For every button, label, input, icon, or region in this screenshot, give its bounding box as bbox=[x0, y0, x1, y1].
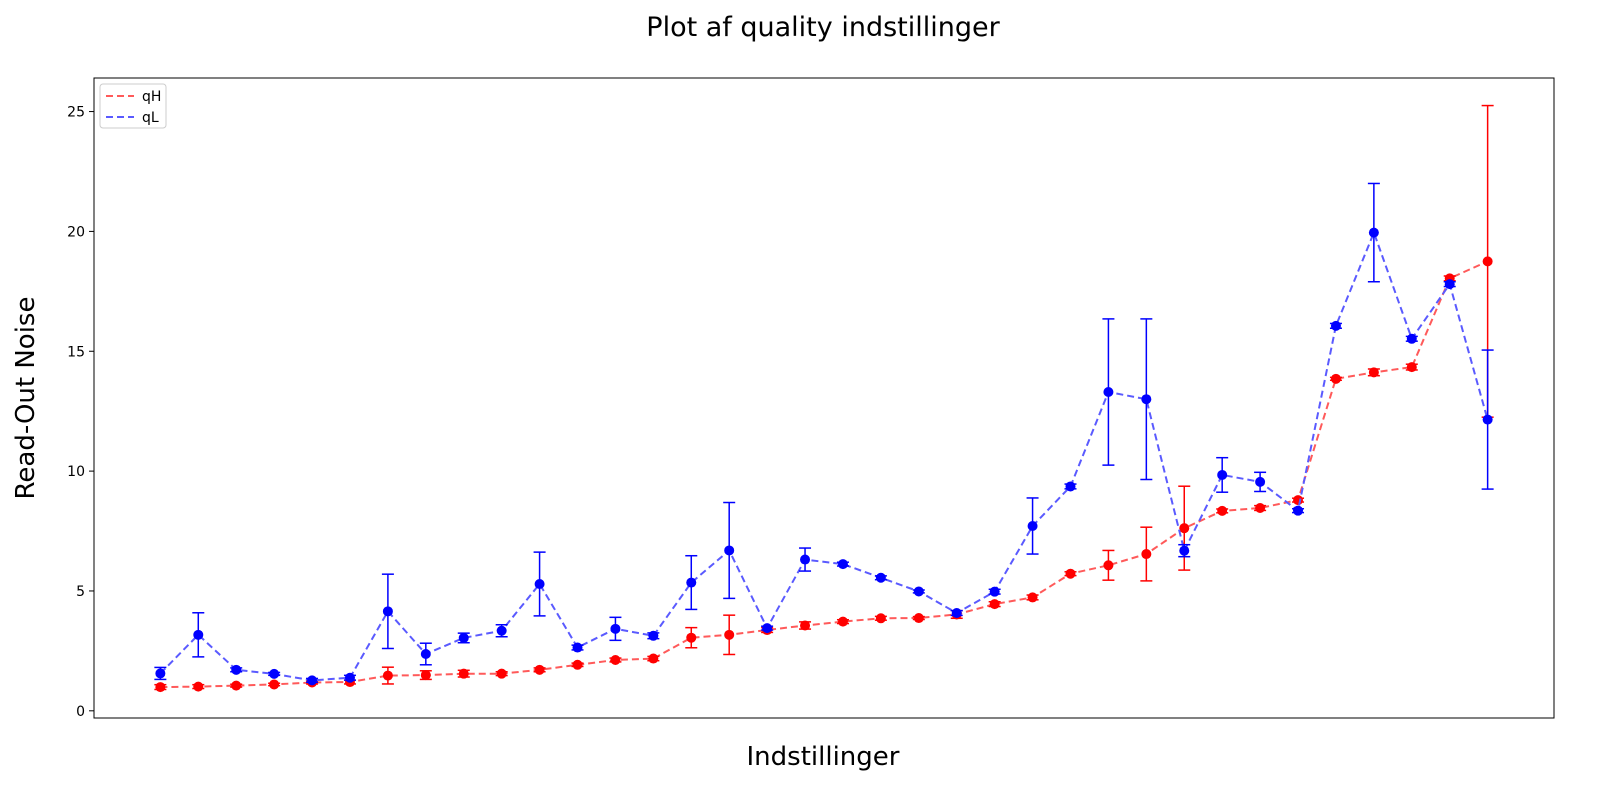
data-point bbox=[1179, 545, 1190, 556]
data-point bbox=[572, 659, 583, 670]
y-axis-label: Read-Out Noise bbox=[11, 297, 41, 500]
data-point bbox=[648, 630, 659, 641]
data-point bbox=[951, 608, 962, 619]
plot-frame bbox=[93, 77, 1555, 719]
data-point bbox=[1065, 568, 1076, 579]
data-point bbox=[458, 632, 469, 643]
data-point bbox=[534, 579, 545, 590]
data-point bbox=[1103, 560, 1114, 571]
data-point bbox=[269, 679, 280, 690]
data-point bbox=[1330, 320, 1341, 331]
data-point bbox=[269, 668, 280, 679]
data-point bbox=[344, 672, 355, 683]
data-point bbox=[913, 613, 924, 624]
data-point bbox=[913, 586, 924, 597]
data-point bbox=[1482, 414, 1493, 425]
y-tick-label: 15 bbox=[67, 344, 85, 360]
data-point bbox=[1103, 387, 1114, 398]
data-point bbox=[875, 613, 886, 624]
data-point bbox=[1444, 279, 1455, 290]
data-point bbox=[496, 625, 507, 636]
data-point bbox=[1482, 256, 1493, 267]
data-point bbox=[1027, 592, 1038, 603]
data-point bbox=[610, 623, 621, 634]
data-point bbox=[496, 668, 507, 679]
series-line-qL bbox=[159, 229, 1489, 682]
data-point bbox=[989, 599, 1000, 610]
data-point bbox=[1141, 549, 1152, 560]
data-point bbox=[648, 653, 659, 664]
data-point bbox=[155, 668, 166, 679]
x-axis-label: Indstillinger bbox=[747, 742, 900, 772]
data-point bbox=[1179, 523, 1190, 534]
data-point bbox=[1330, 373, 1341, 384]
data-point bbox=[1293, 505, 1304, 516]
y-tick-label: 0 bbox=[76, 704, 85, 720]
data-point bbox=[1065, 481, 1076, 492]
data-point bbox=[762, 623, 773, 634]
data-point bbox=[382, 606, 393, 617]
data-point bbox=[534, 664, 545, 675]
data-point bbox=[1217, 505, 1228, 516]
data-point bbox=[382, 670, 393, 681]
data-point bbox=[1293, 495, 1304, 506]
data-point bbox=[420, 670, 431, 681]
data-point bbox=[1406, 333, 1417, 344]
data-point bbox=[875, 572, 886, 583]
data-point bbox=[837, 616, 848, 627]
data-point bbox=[307, 675, 318, 686]
y-tick-label: 20 bbox=[67, 224, 85, 240]
data-point bbox=[1368, 367, 1379, 378]
legend-label-qH: qH bbox=[142, 89, 161, 105]
data-point bbox=[1255, 503, 1266, 514]
data-point bbox=[1368, 227, 1379, 238]
legend: qH qL bbox=[99, 83, 167, 129]
series-line-qH bbox=[160, 260, 1489, 689]
y-tick-label: 5 bbox=[76, 584, 85, 600]
data-point bbox=[1217, 469, 1228, 480]
data-point bbox=[193, 681, 204, 692]
data-point bbox=[800, 620, 811, 631]
data-point bbox=[231, 680, 242, 691]
series-qL bbox=[154, 182, 1494, 686]
data-point bbox=[155, 682, 166, 693]
data-point bbox=[686, 632, 697, 643]
data-point bbox=[610, 654, 621, 665]
data-point bbox=[1141, 394, 1152, 405]
data-point bbox=[1027, 521, 1038, 531]
data-point bbox=[800, 554, 811, 565]
data-point bbox=[724, 629, 735, 640]
data-point bbox=[1406, 362, 1417, 373]
data-point bbox=[231, 664, 242, 675]
data-point bbox=[1255, 476, 1266, 487]
data-point bbox=[458, 668, 469, 679]
y-axis: 0 5 10 15 20 25 bbox=[67, 105, 94, 720]
data-point bbox=[572, 642, 583, 653]
legend-label-qL: qL bbox=[142, 110, 159, 126]
data-point bbox=[193, 629, 204, 640]
data-point bbox=[686, 577, 697, 588]
plot-area bbox=[154, 104, 1494, 693]
legend-box bbox=[99, 83, 167, 129]
y-tick-label: 25 bbox=[67, 105, 85, 121]
data-point bbox=[989, 586, 1000, 597]
chart-title: Plot af quality indstillinger bbox=[646, 12, 1000, 43]
data-point bbox=[837, 559, 848, 570]
data-point bbox=[724, 545, 735, 556]
data-point bbox=[420, 649, 431, 659]
series-qH bbox=[154, 104, 1494, 693]
y-tick-label: 10 bbox=[67, 464, 85, 480]
